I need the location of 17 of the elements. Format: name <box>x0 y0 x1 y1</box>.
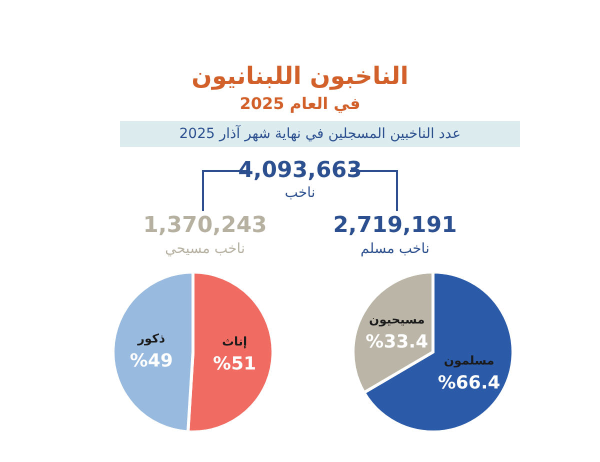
text: ناخب مسيحي <box>164 241 246 257</box>
slice-label: إناث <box>222 334 248 348</box>
slice-label: مسلمون <box>444 354 494 368</box>
data-label: %33.4 <box>366 331 428 352</box>
slice-label: ذكور <box>136 332 166 346</box>
text: ناخب مسلم <box>360 241 430 257</box>
text: عدد الناخبين المسجلين في نهاية شهر آذار 2025 <box>120 121 520 147</box>
data-label: %66.4 <box>438 372 500 394</box>
text: ناخب <box>284 185 316 201</box>
chart-subtitle: في العام 2025 <box>238 94 362 113</box>
slice-label: مسيحيون <box>368 312 425 326</box>
text: 1,370,243 <box>142 213 268 238</box>
text: 4,093,663 <box>237 158 363 183</box>
chart-title: الناخبون اللبنانيون <box>190 62 410 90</box>
data-label: %49 <box>130 350 173 372</box>
data-label: %51 <box>213 353 256 374</box>
text: 2,719,191 <box>332 213 458 238</box>
